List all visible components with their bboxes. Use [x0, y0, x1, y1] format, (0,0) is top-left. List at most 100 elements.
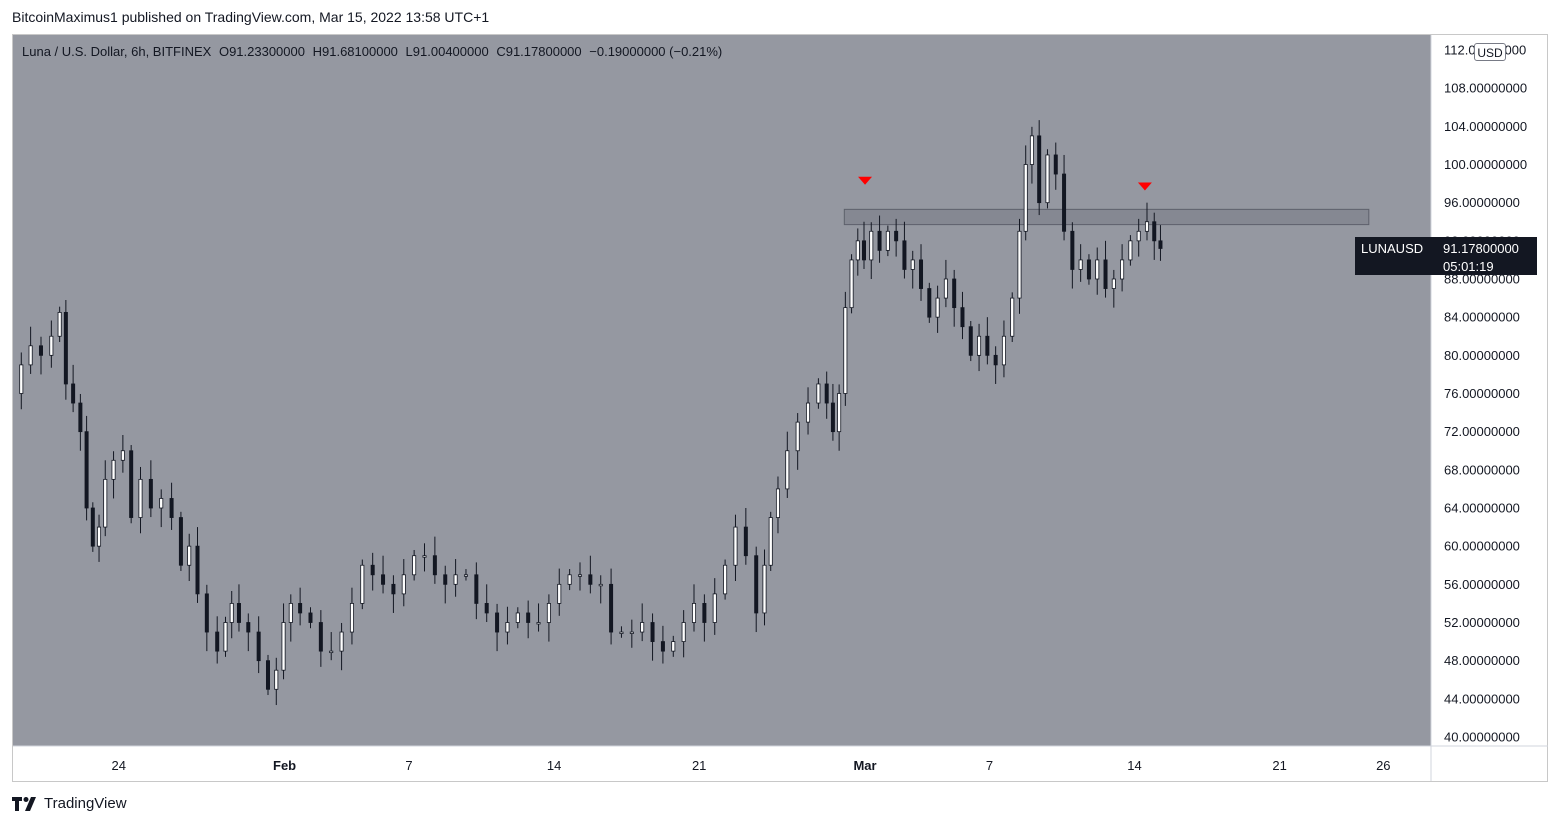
candle-body: [869, 230, 874, 261]
candle-body: [830, 402, 835, 433]
y-tick-label: 40.00000000: [1444, 730, 1520, 745]
candle-body: [195, 545, 200, 595]
candle: [1144, 202, 1149, 241]
candle-body: [960, 307, 965, 328]
candle: [723, 559, 728, 600]
candle: [138, 466, 143, 534]
candle: [806, 387, 811, 435]
candle: [236, 584, 241, 632]
candle: [159, 489, 164, 528]
candle-body: [63, 311, 68, 385]
candle: [919, 244, 924, 301]
y-tick-label: 56.00000000: [1444, 577, 1520, 592]
candle: [768, 511, 773, 571]
candle-body: [968, 326, 973, 356]
legend-open-label: O: [218, 44, 230, 59]
candle: [702, 594, 707, 642]
candle-body: [1095, 259, 1100, 280]
candle: [943, 259, 948, 308]
candle: [349, 587, 354, 645]
candle: [894, 218, 899, 257]
candle-body: [1086, 259, 1091, 280]
candle: [1086, 254, 1091, 285]
y-tick-label: 48.00000000: [1444, 653, 1520, 668]
y-tick-label: 100.00000000: [1444, 157, 1527, 172]
candle: [650, 613, 655, 661]
candle: [246, 613, 251, 652]
candle: [1062, 154, 1067, 241]
y-tick-label: 44.00000000: [1444, 691, 1520, 706]
candle-body: [204, 593, 209, 633]
legend-close-label: C: [496, 44, 506, 59]
candle: [215, 616, 220, 664]
x-tick-label: 26: [1376, 758, 1390, 773]
candle: [598, 575, 603, 604]
candle: [671, 635, 676, 657]
legend-open-value: 91.23300000: [229, 44, 305, 59]
candle-body: [609, 583, 614, 633]
footer-brand[interactable]: TradingView: [12, 795, 127, 812]
candle: [391, 575, 396, 613]
candle-body: [837, 393, 842, 433]
candle: [977, 323, 982, 372]
candle: [629, 619, 634, 648]
candle-body: [111, 459, 116, 480]
candle-body: [692, 603, 697, 623]
candle-body: [1128, 240, 1133, 261]
legend-close-value: 91.17800000: [505, 44, 582, 59]
candle: [443, 565, 448, 604]
candle: [360, 559, 365, 610]
candle: [902, 221, 907, 279]
candle-body: [495, 612, 500, 633]
candle: [288, 594, 293, 642]
candle-body: [577, 574, 582, 577]
candle: [692, 584, 697, 632]
candle-body: [148, 478, 153, 509]
candle: [1095, 247, 1100, 295]
candle: [619, 626, 624, 638]
candle: [422, 543, 427, 572]
x-tick-label: Mar: [853, 758, 876, 773]
candle: [1078, 244, 1083, 282]
candle-body: [515, 612, 520, 623]
candle-body: [474, 574, 479, 604]
x-tick-label: 21: [692, 758, 706, 773]
candle-body: [463, 574, 468, 577]
candle-body: [223, 622, 228, 652]
footer-brand-label: TradingView: [44, 795, 127, 812]
candle-body: [993, 354, 998, 366]
candle: [223, 616, 228, 657]
candle: [952, 269, 957, 327]
candle-body: [952, 278, 957, 309]
candle-body: [775, 488, 780, 518]
candle: [762, 549, 767, 626]
candle: [885, 225, 890, 257]
candle-body: [762, 564, 767, 614]
candle-body: [1017, 230, 1022, 299]
candle: [869, 222, 874, 279]
candle-body: [681, 622, 686, 642]
candle-body: [768, 517, 773, 566]
candle-body: [855, 240, 860, 261]
candle: [1136, 218, 1141, 257]
candle-body: [236, 603, 241, 623]
candle: [824, 371, 829, 419]
candle: [78, 393, 83, 451]
legend-open: O91.23300000: [219, 44, 305, 59]
candle-body: [536, 622, 541, 625]
candle: [178, 511, 183, 571]
candle: [795, 413, 800, 470]
legend-high-label: H: [312, 44, 322, 59]
candle: [111, 451, 116, 499]
candle-body: [401, 574, 406, 595]
candle-body: [1045, 154, 1050, 204]
currency-badge[interactable]: USD: [1474, 43, 1506, 61]
candle-body: [505, 622, 510, 633]
candle-body: [816, 383, 821, 404]
candle: [474, 562, 479, 620]
candle-body: [650, 622, 655, 642]
candle-body: [1120, 259, 1125, 280]
candle-body: [90, 507, 95, 547]
candle-body: [1070, 230, 1075, 270]
